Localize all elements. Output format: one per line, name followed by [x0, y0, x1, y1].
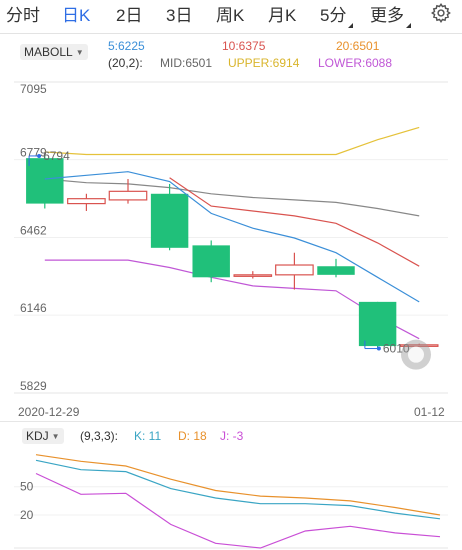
boll-params: (20,2): — [108, 56, 143, 70]
x-axis-start-label: 2020-12-29 — [18, 405, 80, 419]
tab-daily-k-label: 日K — [62, 6, 91, 25]
min-marker-label: 6010 — [383, 342, 410, 356]
kdj-params: (9,3,3): — [80, 429, 119, 443]
panel-divider — [0, 421, 462, 422]
boll-lower-line — [44, 259, 420, 340]
tab-weekly-k-label: 周K — [216, 6, 245, 25]
tab-2day[interactable]: 2日 — [116, 3, 142, 29]
ma5-value: 5:6225 — [108, 39, 145, 53]
kdj-k-line — [35, 459, 441, 520]
ma20-value: 20:6501 — [336, 39, 380, 53]
boll-mid-value: MID:6501 — [160, 56, 213, 70]
floating-action-button-core — [408, 346, 424, 363]
tab-5min-label: 5分 — [320, 6, 347, 25]
candle-body — [317, 266, 355, 275]
sub-indicator-selector-label: KDJ — [26, 429, 49, 443]
tab-weekly-k[interactable]: 周K — [216, 3, 244, 29]
max-marker-dot — [37, 153, 42, 158]
tab-daily-k[interactable]: 日K — [62, 3, 90, 29]
kdj-j-line — [35, 472, 441, 549]
candle-body — [233, 274, 273, 277]
candle-body — [26, 158, 64, 204]
boll-lower-value: LOWER:6088 — [318, 56, 393, 70]
y-tick-label: 5829 — [20, 379, 47, 393]
boll-upper-value: UPPER:6914 — [228, 56, 300, 70]
candle-body — [275, 264, 314, 276]
tab-5min[interactable]: 5分 — [320, 3, 354, 29]
sub-indicator-selector[interactable]: KDJ ▼ — [22, 428, 64, 444]
tab-minute[interactable]: 分时 — [6, 3, 40, 29]
y-tick-label: 6462 — [20, 224, 47, 238]
tab-monthly-k[interactable]: 月K — [268, 3, 296, 29]
ma5-line — [44, 171, 420, 303]
candle-body — [150, 193, 189, 248]
y-tick-label: 6146 — [20, 301, 47, 315]
candle-body — [108, 190, 148, 201]
kdj-y-tick-label: 50 — [20, 480, 34, 494]
tab-minute-label: 分时 — [6, 6, 40, 25]
tab-3day-label: 3日 — [166, 6, 193, 25]
ma10-value: 10:6375 — [222, 39, 266, 53]
period-tabs: 分时 日K 2日 3日 周K 月K 5分 更多 — [0, 0, 462, 34]
kdj-k-value: K: 11 — [134, 429, 162, 443]
candle-body — [399, 344, 439, 347]
kdj-y-tick-label: 20 — [20, 508, 34, 522]
candle-body — [67, 198, 106, 205]
ma10-line — [169, 177, 420, 267]
candle-body — [192, 245, 230, 278]
tab-more-label: 更多 — [370, 6, 404, 25]
boll-mid-line — [44, 178, 420, 217]
max-marker-label: 6794 — [43, 149, 70, 163]
kdj-d-value: D: 18 — [178, 429, 207, 443]
kdj-chart: 50 20 — [14, 454, 448, 549]
caret-down-icon: ▼ — [51, 432, 60, 441]
caret-down-icon: ▼ — [75, 48, 84, 57]
tab-2day-label: 2日 — [116, 6, 143, 25]
gear-icon[interactable] — [430, 2, 452, 24]
boll-upper-line — [44, 126, 420, 156]
tab-more[interactable]: 更多 — [370, 3, 411, 29]
candle-body — [358, 301, 397, 347]
kdj-d-line — [35, 454, 441, 516]
min-marker-dot — [376, 346, 381, 351]
kdj-j-value: J: -3 — [220, 429, 244, 443]
tab-3day[interactable]: 3日 — [166, 3, 192, 29]
dropdown-corner-icon — [406, 23, 411, 28]
main-indicator-selector-label: MABOLL — [24, 45, 73, 59]
y-tick-label: 7095 — [20, 82, 47, 96]
dropdown-corner-icon — [348, 23, 354, 28]
tab-monthly-k-label: 月K — [268, 6, 297, 25]
main-indicator-selector[interactable]: MABOLL ▼ — [20, 44, 88, 60]
x-axis-end-label: 01-12 — [414, 405, 445, 419]
